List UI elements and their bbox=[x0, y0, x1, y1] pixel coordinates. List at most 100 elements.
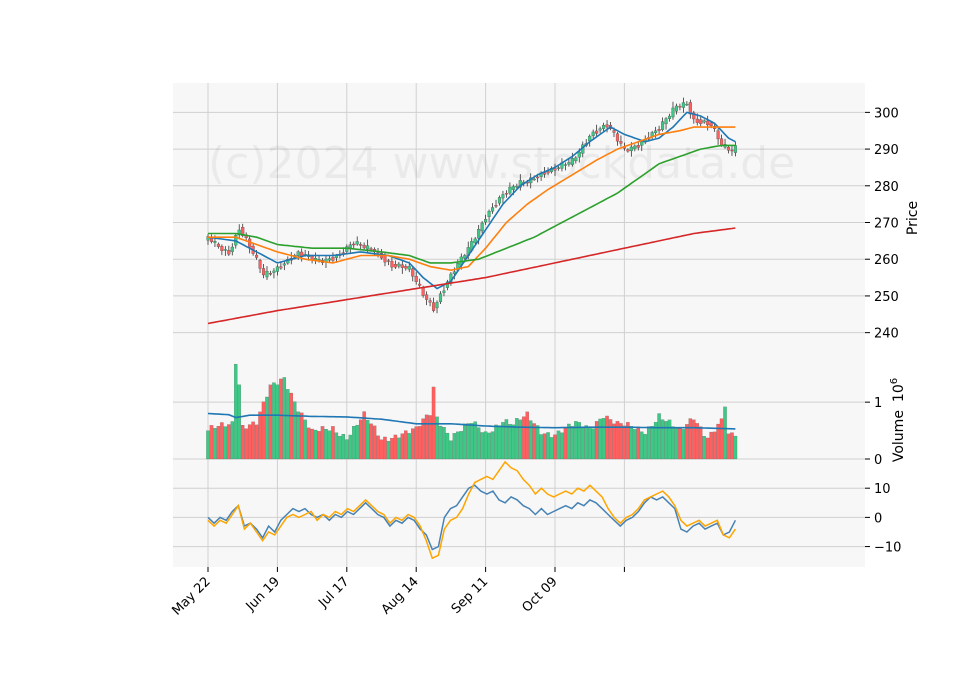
volume-bar bbox=[445, 432, 450, 460]
volume-bar bbox=[438, 425, 443, 460]
volume-bar bbox=[358, 419, 363, 460]
volume-bar bbox=[324, 429, 328, 460]
candle-up bbox=[438, 293, 443, 303]
volume-bar bbox=[362, 411, 366, 460]
candle-down bbox=[216, 243, 220, 247]
volume-bar bbox=[459, 431, 464, 460]
volume-bar bbox=[483, 431, 488, 460]
volume-bar bbox=[379, 439, 384, 460]
volume-bar bbox=[709, 431, 713, 460]
candle-up bbox=[355, 241, 359, 245]
volume-bar bbox=[674, 428, 679, 460]
volume-bar bbox=[563, 426, 568, 460]
volume-bar bbox=[383, 436, 387, 460]
volume-bar bbox=[296, 411, 300, 460]
volume-bar bbox=[310, 428, 314, 460]
osc-y-tick-label: −10 bbox=[874, 541, 901, 556]
volume-bar bbox=[640, 431, 644, 460]
candle-up bbox=[667, 115, 672, 119]
volume-bar bbox=[692, 419, 696, 460]
candle-up bbox=[567, 162, 571, 165]
volume-bar bbox=[643, 434, 647, 460]
volume-bar bbox=[671, 426, 675, 460]
candle-up bbox=[674, 105, 678, 112]
candle-down bbox=[220, 245, 224, 251]
price-ma-line-3 bbox=[208, 144, 736, 264]
volume-bar bbox=[424, 414, 429, 460]
volume-axis-label-text: Volume bbox=[891, 410, 907, 462]
candle-down bbox=[636, 145, 640, 148]
volume-bar bbox=[615, 421, 620, 460]
candle-down bbox=[279, 266, 283, 269]
volume-bar bbox=[695, 423, 699, 460]
volume-bar bbox=[515, 418, 519, 460]
volume-bar bbox=[678, 428, 682, 460]
volume-bar bbox=[511, 424, 516, 460]
volume-bar bbox=[365, 419, 370, 460]
price-y-tick-label: 290 bbox=[874, 143, 899, 158]
candle-up bbox=[515, 186, 519, 188]
candle-up bbox=[661, 121, 665, 130]
volume-bar bbox=[487, 432, 491, 460]
candle-down bbox=[536, 176, 540, 179]
candle-up bbox=[570, 158, 574, 165]
candle-down bbox=[386, 260, 390, 262]
candle-up bbox=[629, 146, 633, 152]
candle-up bbox=[397, 263, 401, 267]
volume-bar bbox=[535, 425, 540, 460]
volume-bar bbox=[254, 424, 259, 460]
volume-bar bbox=[435, 416, 439, 460]
volume-bar bbox=[470, 423, 474, 460]
volume-bar bbox=[421, 418, 425, 460]
price-ma-line-1 bbox=[207, 111, 736, 290]
volume-bar bbox=[411, 428, 415, 460]
candle-down bbox=[612, 130, 616, 133]
candle-down bbox=[390, 260, 394, 268]
volume-bar bbox=[626, 422, 630, 460]
candle-up bbox=[230, 246, 234, 252]
volume-bar bbox=[497, 425, 502, 460]
volume-bar bbox=[570, 426, 575, 460]
candle-up bbox=[487, 211, 491, 217]
volume-axis-unit-base: 10 bbox=[891, 384, 907, 402]
volume-bar bbox=[334, 432, 339, 460]
candle-down bbox=[605, 124, 609, 128]
candle-up bbox=[275, 266, 279, 272]
price-y-tick-label: 270 bbox=[874, 217, 899, 232]
volume-bar bbox=[726, 433, 731, 460]
candle-up bbox=[671, 107, 675, 118]
candle-down bbox=[543, 172, 547, 175]
volume-y-tick-label: 1 bbox=[874, 396, 882, 411]
volume-bar bbox=[220, 422, 224, 460]
candle-down bbox=[716, 130, 720, 140]
volume-bar bbox=[417, 426, 422, 460]
volume-bar bbox=[463, 423, 467, 460]
oscillator-panel bbox=[173, 459, 865, 567]
volume-bar bbox=[452, 433, 457, 460]
osc-y-tick-label: 10 bbox=[874, 482, 891, 497]
candle-down bbox=[699, 119, 703, 124]
candle-up bbox=[501, 194, 505, 199]
candle-up bbox=[518, 180, 522, 188]
volume-bar bbox=[664, 421, 668, 460]
volume-bar bbox=[619, 423, 623, 460]
volume-bar bbox=[633, 429, 637, 460]
volume-bar bbox=[286, 389, 290, 460]
candle-up bbox=[272, 270, 276, 273]
volume-bar bbox=[345, 439, 349, 460]
volume-bar bbox=[241, 425, 245, 460]
candle-down bbox=[261, 268, 266, 276]
volume-bar bbox=[712, 431, 717, 460]
volume-bar bbox=[268, 384, 273, 460]
volume-axis-unit-exponent: 6 bbox=[889, 378, 900, 384]
volume-bar bbox=[306, 427, 311, 460]
volume-bar bbox=[622, 425, 627, 460]
volume-bar bbox=[393, 434, 398, 460]
volume-bar bbox=[442, 427, 446, 460]
volume-bar bbox=[567, 423, 571, 460]
volume-bar bbox=[636, 426, 640, 460]
volume-bar bbox=[348, 434, 352, 460]
volume-bar bbox=[473, 421, 477, 460]
candle-up bbox=[577, 151, 581, 158]
price-y-tick-label: 240 bbox=[874, 327, 899, 342]
